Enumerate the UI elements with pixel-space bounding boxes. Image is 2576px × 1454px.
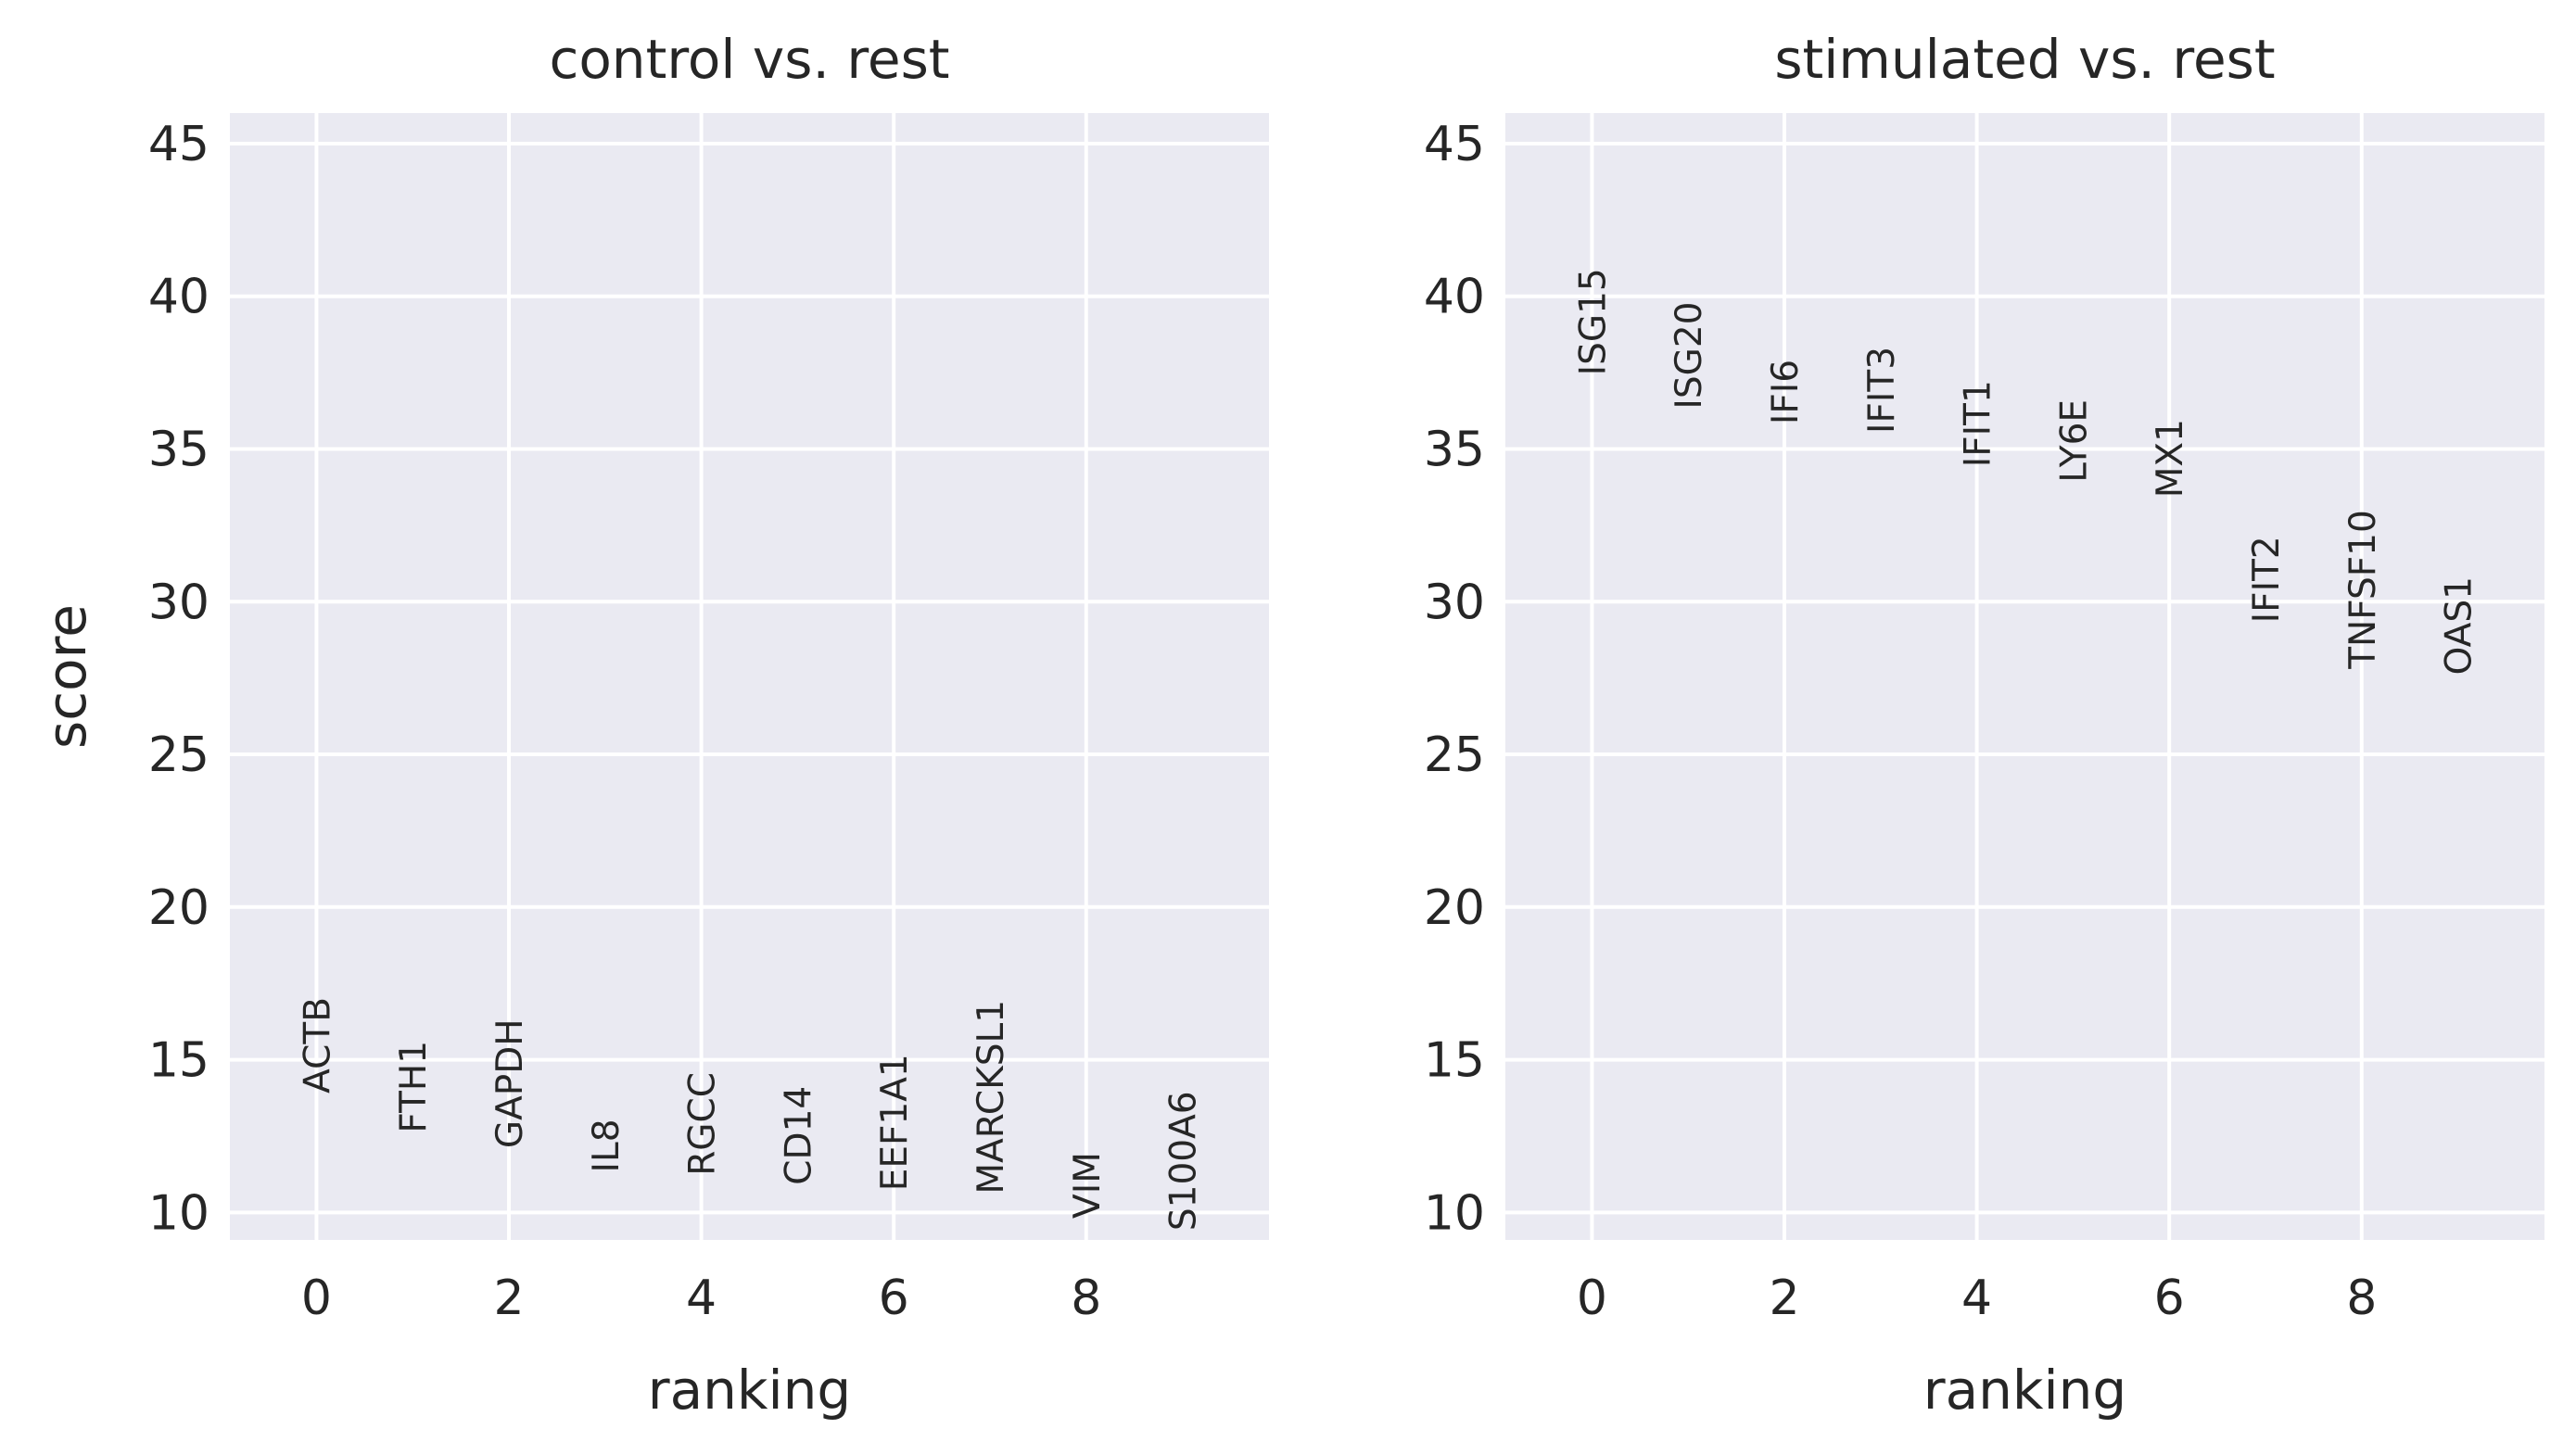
panel-control-vs-rest: ACTB FTH1 GAPDH IL8 RGCC CD14 EEF1A1 MARCKSL1 VI… — [35, 28, 1269, 1422]
y-tick-label: 30 — [148, 575, 209, 630]
gridlines — [230, 113, 1269, 1240]
gene-label: FTH1 — [393, 1041, 435, 1133]
gene-label: LY6E — [2053, 399, 2095, 483]
y-tick-label: 40 — [148, 270, 209, 325]
plot-area — [1505, 113, 2544, 1240]
plot-area — [230, 113, 1269, 1240]
x-tick-label: 2 — [1769, 1271, 1799, 1326]
gene-label: IL8 — [586, 1119, 628, 1172]
y-tick-label: 45 — [148, 117, 209, 172]
gene-label: EEF1A1 — [874, 1054, 916, 1191]
gridlines — [1505, 113, 2544, 1240]
y-tick-labels: 10 15 20 25 30 35 40 45 — [148, 117, 209, 1241]
y-tick-label: 20 — [1424, 880, 1485, 936]
x-tick-label: 0 — [1577, 1271, 1607, 1326]
y-tick-label: 35 — [148, 422, 209, 477]
x-tick-labels: 0 2 4 6 8 — [301, 1271, 1101, 1326]
x-tick-label: 8 — [1071, 1271, 1101, 1326]
gene-label: ISG15 — [1572, 268, 1614, 375]
panel-stimulated-vs-rest: ISG15 ISG20 IFI6 IFIT3 IFIT1 LY6E MX1 IFIT2 TNFS… — [1424, 28, 2544, 1422]
y-axis-label: score — [35, 604, 98, 749]
panel-title: stimulated vs. rest — [1774, 28, 2275, 91]
gene-label: S100A6 — [1163, 1091, 1205, 1231]
y-tick-label: 15 — [1424, 1033, 1485, 1089]
y-tick-label: 20 — [148, 880, 209, 936]
gene-label: IFIT2 — [2246, 536, 2288, 623]
gene-label: IFI6 — [1765, 360, 1807, 424]
gene-label: IFIT3 — [1861, 347, 1903, 434]
gene-label: GAPDH — [489, 1018, 531, 1148]
x-tick-label: 4 — [686, 1271, 717, 1326]
gene-label: OAS1 — [2439, 576, 2481, 675]
y-tick-label: 40 — [1424, 270, 1485, 325]
gene-label: RGCC — [682, 1072, 724, 1176]
gene-label: MX1 — [2150, 419, 2191, 498]
y-tick-label: 30 — [1424, 575, 1485, 630]
x-tick-label: 8 — [2346, 1271, 2377, 1326]
x-tick-label: 4 — [1961, 1271, 1992, 1326]
x-axis-label: ranking — [648, 1359, 851, 1422]
gene-label: TNFSF10 — [2342, 510, 2384, 670]
gene-label: ACTB — [297, 997, 338, 1094]
gene-label: MARCKSL1 — [971, 1000, 1012, 1195]
y-tick-label: 45 — [1424, 117, 1485, 172]
gene-label: ISG20 — [1669, 302, 1710, 410]
y-tick-label: 10 — [148, 1185, 209, 1241]
panel-title: control vs. rest — [549, 28, 949, 91]
y-tick-label: 15 — [148, 1033, 209, 1089]
x-tick-label: 6 — [2154, 1271, 2185, 1326]
gene-labels: ACTB FTH1 GAPDH IL8 RGCC CD14 EEF1A1 MARCKSL1 VI… — [297, 997, 1204, 1231]
gene-label: VIM — [1067, 1152, 1109, 1219]
y-tick-label: 10 — [1424, 1185, 1485, 1241]
y-tick-labels: 10 15 20 25 30 35 40 45 — [1424, 117, 1485, 1241]
y-tick-label: 25 — [1424, 727, 1485, 783]
gene-labels: ISG15 ISG20 IFI6 IFIT3 IFIT1 LY6E MX1 IFIT2 TNFS… — [1572, 268, 2480, 675]
x-axis-label: ranking — [1923, 1359, 2126, 1422]
gene-label: IFIT1 — [1958, 380, 1999, 467]
x-tick-label: 2 — [493, 1271, 524, 1326]
gene-label: CD14 — [778, 1086, 819, 1185]
y-tick-label: 35 — [1424, 422, 1485, 477]
x-tick-label: 0 — [301, 1271, 332, 1326]
x-tick-label: 6 — [879, 1271, 909, 1326]
x-tick-labels: 0 2 4 6 8 — [1577, 1271, 2377, 1326]
y-tick-label: 25 — [148, 727, 209, 783]
